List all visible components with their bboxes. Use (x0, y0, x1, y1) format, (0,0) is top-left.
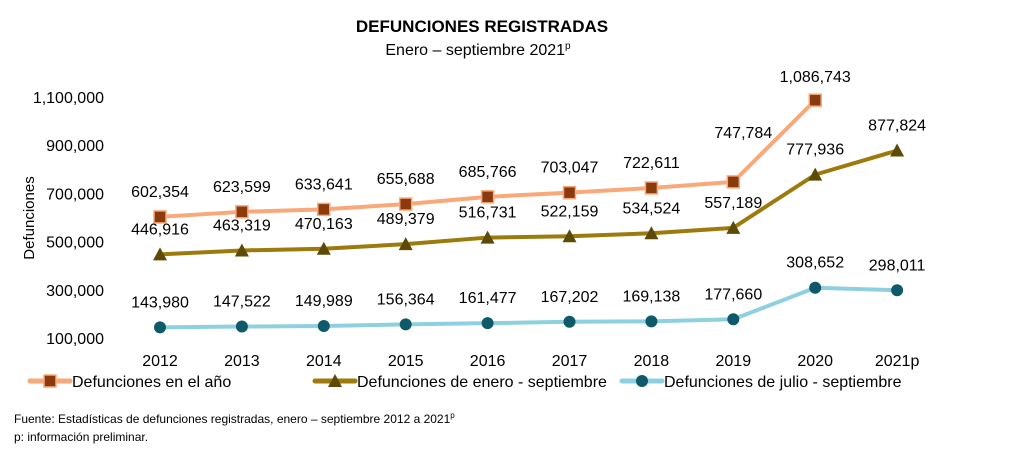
legend-label: Defunciones en el año (72, 374, 231, 391)
series-0: 602,354 623,599 633,641 655,688 685,766 703,0… (131, 69, 851, 224)
data-label: 777,936 (786, 142, 844, 159)
x-tick-label: 2021p (875, 353, 920, 370)
data-label: 685,766 (459, 164, 517, 181)
x-tick-label: 2014 (306, 353, 342, 370)
data-point (480, 230, 495, 244)
legend-marker (636, 375, 648, 387)
data-point (480, 190, 495, 204)
data-label: 149,989 (295, 293, 353, 310)
data-point (562, 185, 577, 200)
data-point (154, 321, 166, 334)
data-point (153, 247, 167, 261)
data-point (809, 281, 822, 294)
legend-marker (328, 374, 342, 387)
data-label: 298,011 (869, 257, 926, 274)
data-label: 446,916 (131, 221, 189, 238)
data-point (726, 175, 741, 189)
legend-item-2: Defunciones de julio - septiembre (619, 374, 902, 391)
data-point (563, 315, 576, 328)
legend-marker (43, 374, 57, 388)
legend-item-0: Defunciones en el año (27, 374, 231, 391)
data-point (398, 197, 413, 211)
chart-title: DEFUNCIONES REGISTRADAS (356, 17, 608, 36)
data-point (727, 313, 740, 326)
data-label: 516,731 (459, 205, 517, 222)
data-point (399, 318, 412, 331)
data-label: 703,047 (541, 160, 599, 177)
legend-item-1: Defunciones de enero - septiembre (312, 374, 607, 391)
data-label: 557,189 (704, 195, 762, 212)
data-label: 156,364 (377, 291, 435, 308)
data-label: 463,319 (213, 217, 271, 234)
series-line (159, 148, 898, 257)
data-point (317, 202, 331, 217)
data-label: 308,652 (786, 255, 844, 272)
data-point (235, 320, 248, 333)
x-tick-label: 2013 (224, 353, 260, 370)
x-tick-label: 2019 (716, 353, 752, 370)
footer-source: Fuente: Estadísticas de defunciones regi… (14, 411, 455, 426)
y-axis-label: Defunciones (21, 176, 38, 259)
data-point (398, 237, 413, 251)
data-point (644, 226, 659, 240)
x-tick-label: 2012 (142, 353, 178, 370)
data-label: 167,202 (541, 289, 599, 306)
data-label: 534,524 (622, 200, 680, 217)
data-label: 161,477 (459, 290, 517, 307)
x-tick-label: 2018 (634, 353, 670, 370)
data-label: 623,599 (213, 179, 271, 196)
data-label: 747,784 (714, 125, 772, 142)
y-tick-label: 300,000 (46, 283, 104, 300)
legend-label: Defunciones de enero - septiembre (357, 374, 607, 391)
data-point (726, 220, 741, 234)
y-tick-label: 1,100,000 (33, 90, 104, 107)
data-point (644, 181, 659, 195)
data-label: 633,641 (295, 176, 353, 193)
y-tick-label: 900,000 (46, 138, 104, 155)
x-tick-label: 2017 (552, 353, 588, 370)
series-line (159, 285, 898, 330)
data-label: 177,660 (704, 286, 762, 303)
y-tick-label: 700,000 (46, 186, 104, 203)
data-point (316, 241, 331, 255)
data-label: 602,354 (131, 184, 189, 201)
data-label: 877,824 (868, 118, 926, 135)
footer-note: p: información preliminar. (14, 430, 148, 444)
data-point (808, 93, 822, 107)
data-label: 143,980 (131, 294, 189, 311)
data-point (890, 143, 905, 157)
data-point (562, 229, 577, 243)
x-tick-label: 2015 (388, 353, 424, 370)
chart-subtitle: Enero – septiembre 2021p (385, 41, 571, 59)
data-point (645, 315, 658, 328)
data-point (234, 243, 249, 257)
x-tick-label: 2020 (797, 353, 833, 370)
data-label: 489,379 (377, 211, 435, 228)
data-point (481, 317, 494, 330)
series-2: 143,980 147,522 149,989 156,364 161,477 167,2… (131, 255, 926, 334)
data-label: 722,611 (623, 155, 680, 172)
data-label: 169,138 (622, 288, 680, 305)
data-label: 655,688 (377, 171, 435, 188)
data-label: 522,159 (541, 203, 599, 220)
data-point (891, 284, 904, 297)
data-point (808, 167, 823, 181)
x-tick-label: 2016 (470, 353, 506, 370)
y-tick-label: 100,000 (46, 331, 104, 348)
data-label: 147,522 (213, 294, 271, 311)
data-label: 470,163 (295, 216, 353, 233)
series-1: 446,916 463,319 470,163 489,379 516,731 522,1… (131, 118, 926, 261)
data-point (153, 210, 167, 224)
data-point (317, 319, 330, 332)
legend-label: Defunciones de julio - septiembre (664, 374, 902, 391)
data-point (235, 205, 249, 219)
data-label: 1,086,743 (780, 69, 851, 86)
y-tick-label: 500,000 (46, 235, 104, 252)
